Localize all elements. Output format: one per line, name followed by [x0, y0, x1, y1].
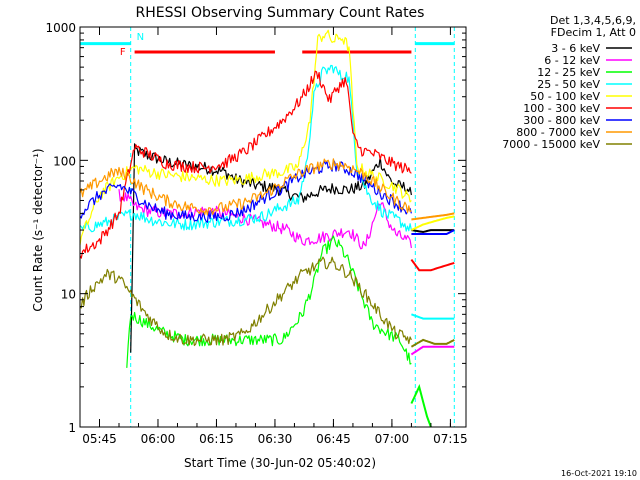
edge-trace-2 [410, 384, 432, 428]
chart-title: RHESSI Observing Summary Count Rates [136, 5, 425, 21]
legend-entry-label: 50 - 100 keV [530, 90, 600, 103]
plot-area: NF [79, 26, 467, 428]
x-tick-label: 07:00 [375, 432, 410, 446]
legend-entry-label: 300 - 800 keV [523, 114, 600, 127]
night-marker-label: N [137, 32, 144, 43]
legend-entry-label: 25 - 50 keV [537, 78, 600, 91]
edge-trace-0 [411, 229, 455, 234]
y-axis-label: Count Rate (s⁻¹ detector⁻¹) [31, 148, 45, 311]
series-line-2 [126, 235, 412, 368]
series-line-7 [79, 158, 412, 216]
legend-entry-label: 100 - 300 keV [523, 102, 600, 115]
legend: Det 1,3,4,5,6,9,FDecim 1, Att 0 3 - 6 keV… [502, 14, 636, 151]
edge-trace-7 [411, 212, 455, 221]
y-tick-label: 100 [53, 154, 76, 168]
legend-entry-label: 3 - 6 keV [551, 42, 600, 55]
x-axis-label: Start Time (30-Jun-02 05:40:02) [184, 456, 376, 470]
legend-entry-label: 6 - 12 keV [544, 54, 600, 67]
y-tick-label: 1 [68, 421, 76, 435]
y-axis-ticks: 1 10 100 1000 [45, 21, 466, 435]
legend-entry-label: 12 - 25 keV [537, 66, 600, 79]
plot-frame [79, 26, 467, 428]
edge-trace-1 [410, 345, 455, 356]
series-line-0 [130, 143, 412, 353]
series-line-1 [118, 189, 412, 250]
legend-entry-label: 7000 - 15000 keV [502, 138, 600, 151]
edge-trace-3 [411, 313, 455, 320]
x-tick-label: 05:45 [82, 432, 117, 446]
x-tick-label: 06:30 [258, 432, 293, 446]
y-tick-label: 10 [61, 288, 76, 302]
legend-entry-label: 800 - 7000 keV [516, 126, 600, 139]
edge-trace-5 [410, 259, 455, 272]
x-tick-label: 06:15 [199, 432, 234, 446]
flare-flag-label: F [120, 47, 126, 58]
edge-trace-8 [410, 338, 455, 348]
x-axis-ticks: 05:45 06:00 06:15 06:30 06:45 07:00 07:15 [79, 27, 468, 446]
edge-trace-4 [410, 215, 455, 231]
x-tick-label: 06:00 [141, 432, 176, 446]
series-line-3 [79, 64, 412, 233]
x-tick-label: 06:45 [316, 432, 351, 446]
legend-header-line: FDecim 1, Att 0 [551, 26, 636, 39]
x-tick-label: 07:15 [433, 432, 468, 446]
edge-trace-6 [411, 229, 455, 235]
series-line-5 [79, 70, 412, 259]
series-line-8 [79, 256, 412, 347]
timestamp: 16-Oct-2021 19:10 [561, 469, 637, 478]
series-line-4 [79, 29, 412, 245]
legend-header-line: Det 1,3,4,5,6,9, [550, 14, 636, 27]
y-tick-label: 1000 [45, 21, 76, 35]
